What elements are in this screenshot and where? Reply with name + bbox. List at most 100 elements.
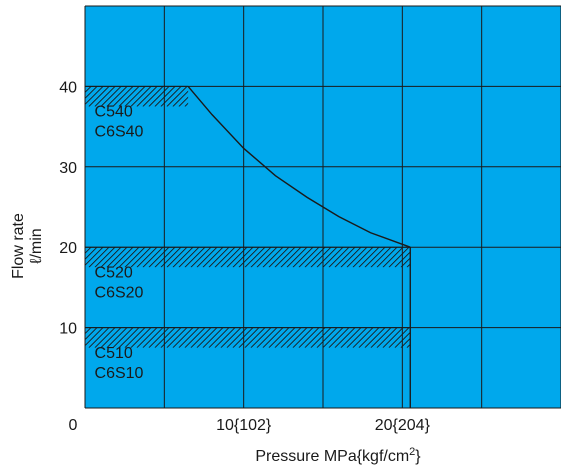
hatch-stroke bbox=[394, 331, 411, 348]
hatch-stroke bbox=[274, 247, 296, 268]
hatch-stroke bbox=[262, 327, 284, 348]
hatch-stroke bbox=[172, 327, 194, 348]
hatch-stroke bbox=[346, 247, 368, 268]
hatched-band bbox=[85, 247, 411, 268]
hatch-stroke bbox=[124, 247, 146, 268]
hatch-stroke bbox=[130, 327, 152, 348]
hatch-stroke bbox=[370, 247, 392, 268]
hatch-stroke bbox=[154, 327, 176, 348]
series-label: C540 bbox=[95, 104, 133, 121]
hatch-stroke bbox=[166, 247, 188, 268]
hatch-stroke bbox=[310, 327, 332, 348]
x-tick-label: 0 bbox=[69, 417, 78, 434]
hatched-band bbox=[85, 327, 411, 348]
hatch-stroke bbox=[256, 327, 278, 348]
hatch-stroke bbox=[184, 247, 206, 268]
hatch-stroke bbox=[118, 247, 140, 268]
hatch-stroke bbox=[232, 327, 254, 348]
hatch-stroke bbox=[112, 247, 134, 268]
hatch-stroke bbox=[106, 327, 128, 348]
hatch-stroke bbox=[118, 327, 140, 348]
hatch-stroke bbox=[166, 327, 188, 348]
hatch-stroke bbox=[85, 86, 98, 100]
hatch-stroke bbox=[196, 327, 218, 348]
hatch-stroke bbox=[340, 327, 362, 348]
hatch-stroke bbox=[358, 327, 380, 348]
hatch-stroke bbox=[124, 327, 146, 348]
y-tick-label: 20 bbox=[59, 240, 77, 257]
hatch-stroke bbox=[334, 327, 356, 348]
hatch-stroke bbox=[106, 247, 128, 268]
hatch-stroke bbox=[316, 327, 338, 348]
hatch-stroke bbox=[166, 86, 188, 107]
hatch-stroke bbox=[190, 327, 212, 348]
hatch-stroke bbox=[304, 327, 326, 348]
series-label: C6S20 bbox=[95, 284, 144, 301]
hatch-stroke bbox=[226, 247, 248, 268]
hatch-stroke bbox=[208, 327, 230, 348]
hatch-stroke bbox=[352, 247, 374, 268]
hatch-stroke bbox=[280, 247, 302, 268]
y-tick-label: 10 bbox=[59, 321, 77, 338]
hatch-stroke bbox=[100, 86, 122, 107]
hatch-stroke bbox=[328, 247, 350, 268]
hatch-stroke bbox=[370, 327, 392, 348]
hatch-stroke bbox=[274, 327, 296, 348]
hatch-stroke bbox=[322, 247, 344, 268]
series-label: C520 bbox=[95, 264, 133, 281]
hatch-stroke bbox=[244, 327, 266, 348]
hatch-stroke bbox=[280, 327, 302, 348]
hatch-stroke bbox=[286, 247, 308, 268]
series-label: C6S10 bbox=[95, 365, 144, 382]
hatch-stroke bbox=[160, 327, 182, 348]
hatch-stroke bbox=[85, 327, 92, 335]
hatch-stroke bbox=[220, 247, 242, 268]
hatch-stroke bbox=[214, 247, 236, 268]
hatch-stroke bbox=[148, 247, 170, 268]
hatch-stroke bbox=[304, 247, 326, 268]
y-tick-label: 40 bbox=[59, 79, 77, 96]
hatch-stroke bbox=[94, 86, 116, 107]
hatch-stroke bbox=[364, 247, 386, 268]
hatch-stroke bbox=[202, 327, 224, 348]
hatch-stroke bbox=[85, 86, 104, 106]
hatch-stroke bbox=[328, 327, 350, 348]
hatch-stroke bbox=[136, 247, 158, 268]
series-label: C510 bbox=[95, 345, 133, 362]
hatch-stroke bbox=[238, 327, 260, 348]
hatch-stroke bbox=[316, 247, 338, 268]
hatched-band bbox=[85, 86, 189, 107]
hatch-stroke bbox=[376, 327, 398, 348]
hatch-stroke bbox=[184, 327, 206, 348]
hatch-stroke bbox=[178, 247, 200, 268]
y-axis-label: Flow rate bbox=[10, 213, 27, 279]
hatch-stroke bbox=[112, 86, 134, 107]
hatch-stroke bbox=[232, 247, 254, 268]
hatch-stroke bbox=[400, 337, 411, 348]
hatch-stroke bbox=[364, 327, 386, 348]
hatch-stroke bbox=[94, 247, 116, 268]
hatch-stroke bbox=[352, 327, 374, 348]
hatch-stroke bbox=[400, 257, 411, 268]
hatch-stroke bbox=[130, 86, 152, 107]
hatch-stroke bbox=[85, 327, 104, 347]
hatch-stroke bbox=[388, 247, 410, 268]
hatch-stroke bbox=[340, 247, 362, 268]
hatch-stroke bbox=[208, 247, 230, 268]
hatch-stroke bbox=[220, 327, 242, 348]
hatch-stroke bbox=[106, 86, 128, 107]
hatch-stroke bbox=[124, 86, 146, 107]
hatch-stroke bbox=[85, 327, 98, 341]
hatch-stroke bbox=[172, 90, 189, 107]
hatch-stroke bbox=[388, 327, 410, 348]
hatch-stroke bbox=[100, 247, 122, 268]
hatch-stroke bbox=[298, 247, 320, 268]
hatch-stroke bbox=[358, 247, 380, 268]
y-axis-unit: ℓ/min bbox=[28, 228, 45, 263]
hatch-stroke bbox=[136, 86, 158, 107]
hatch-stroke bbox=[292, 327, 314, 348]
hatch-stroke bbox=[172, 247, 194, 268]
hatched-bands bbox=[85, 85, 411, 348]
hatch-stroke bbox=[136, 327, 158, 348]
